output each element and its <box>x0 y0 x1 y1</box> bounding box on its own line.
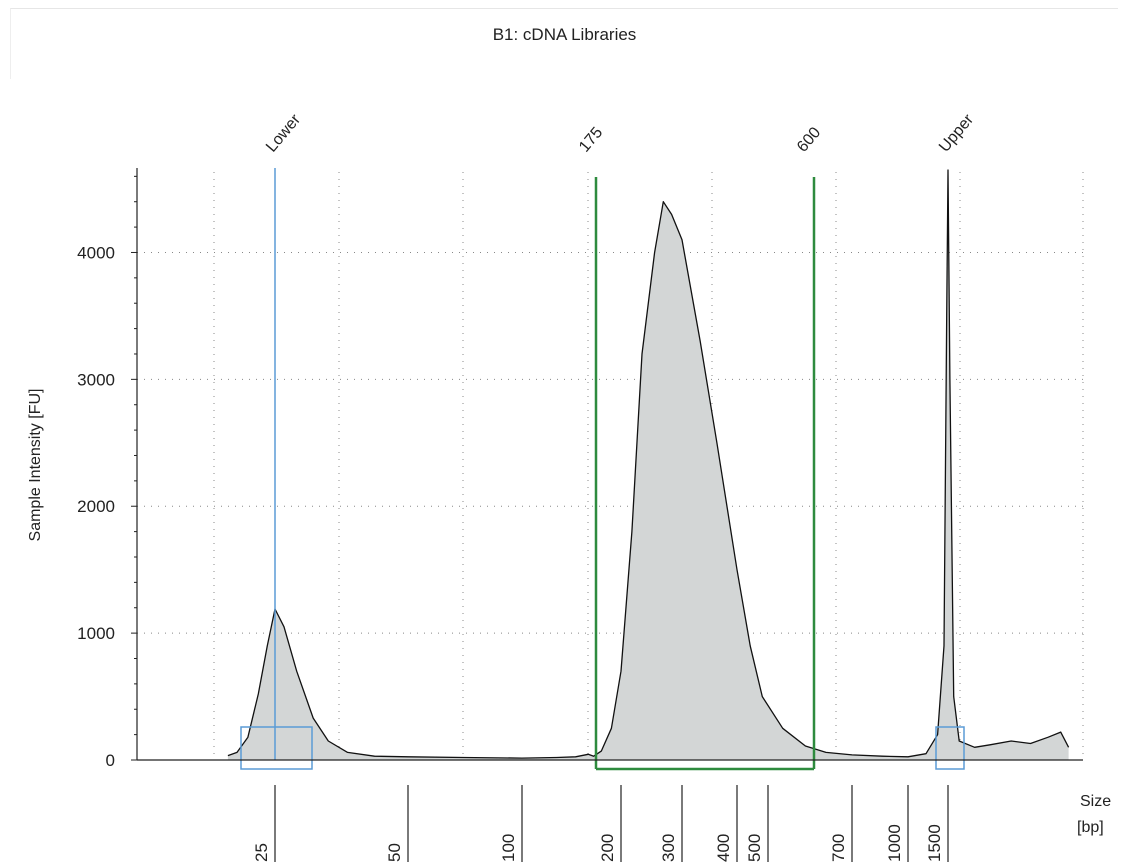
y-tick-label: 0 <box>106 751 115 770</box>
y-axis-label: Sample Intensity [FU] <box>27 389 44 542</box>
chart-title: B1: cDNA Libraries <box>492 25 637 44</box>
x-tick-label: 100 <box>499 834 518 862</box>
marker-bracket-lower <box>240 726 313 770</box>
series-line <box>227 169 1070 759</box>
marker-label: 175 <box>576 124 606 155</box>
x-tick-label: 1000 <box>885 824 904 862</box>
title-bar: B1: cDNA Libraries <box>10 8 1118 79</box>
x-tick-label: 500 <box>745 834 764 862</box>
y-tick-label: 1000 <box>77 624 115 643</box>
x-tick-label: 300 <box>659 834 678 862</box>
x-tick-label: 50 <box>385 843 404 862</box>
marker-label: Upper <box>936 111 977 156</box>
x-tick-label: 700 <box>829 834 848 862</box>
series-area-fill <box>227 170 1069 760</box>
marker-label: Lower <box>263 111 304 156</box>
x-tick-label: 25 <box>252 843 271 862</box>
x-tick-label: 200 <box>598 834 617 862</box>
y-tick-label: 2000 <box>77 497 115 516</box>
x-tick-label: 400 <box>714 834 733 862</box>
x-axis-label-unit: [bp] <box>1077 819 1104 836</box>
x-axis-label-size: Size <box>1080 793 1111 810</box>
marker-bracket-upper <box>935 726 965 770</box>
y-tick-label: 4000 <box>77 243 115 262</box>
x-tick-label: 1500 <box>925 824 944 862</box>
grid-lines <box>137 172 1084 760</box>
y-tick-label: 3000 <box>77 370 115 389</box>
marker-label: 600 <box>794 124 824 155</box>
